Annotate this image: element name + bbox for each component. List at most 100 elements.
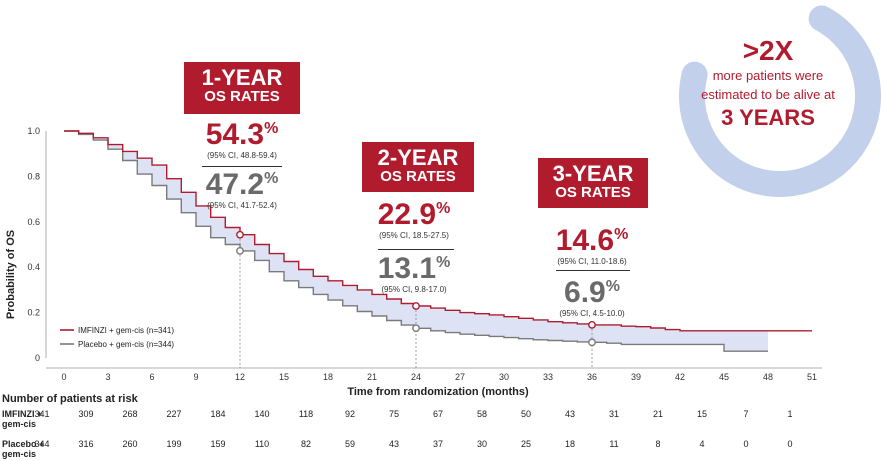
risk-value: 260 [122,439,137,449]
risk-value: 30 [477,439,487,449]
risk-value: 8 [655,439,660,449]
risk-value: 43 [389,439,399,449]
placebo-curve [64,130,768,352]
legend-label: IMFINZI + gem-cis (n=341) [78,326,174,335]
label-3-year: 3-YEAR OS RATES [538,158,648,208]
x-tick-label: 33 [543,372,553,382]
stat-2-year-imfinzi: 22.9% (95% CI, 18.5-27.5) [377,198,451,241]
stat-2-year-placebo: 13.1% (95% CI, 9.8-17.0) [377,252,451,295]
risk-row-label: gem-cis [2,419,36,429]
imfinzi-marker [412,302,420,310]
y-axis-title: Probability of OS [5,230,17,319]
risk-value: 31 [609,409,619,419]
callout-ring [679,0,881,197]
x-tick-label: 0 [61,372,66,382]
stat-1-year-placebo: 47.2% (95% CI, 41.7-52.4) [205,168,279,211]
x-tick-label: 6 [149,372,154,382]
divider-2-year [378,249,454,250]
stat-3-year-imfinzi: 14.6% (95% CI, 11.0-18.6) [555,224,629,267]
x-tick-label: 18 [323,372,333,382]
x-tick-label: 42 [675,372,685,382]
risk-value: 75 [389,409,399,419]
risk-value: 0 [787,439,792,449]
imfinzi-marker [236,230,244,239]
x-axis-title: Time from randomization (months) [347,386,529,398]
y-tick-label: 0.8 [27,171,40,181]
placebo-marker [236,246,244,255]
risk-value: 1 [787,409,792,419]
risk-value: 50 [521,409,531,419]
risk-value: 4 [699,439,704,449]
x-tick-label: 45 [719,372,729,382]
x-tick-label: 12 [235,372,245,382]
callout-line-1: more patients were [712,67,824,83]
risk-value: 309 [78,409,93,419]
callout-highlight: 3 YEARS [721,105,815,131]
risk-value: 37 [433,439,443,449]
risk-value: 199 [166,439,181,449]
risk-value: 268 [122,409,137,419]
rate-markers [236,230,596,347]
x-tick-label: 3 [105,372,110,382]
risk-value: 21 [653,409,663,419]
risk-value: 11 [609,439,618,449]
callout-ring-arc [679,0,881,197]
x-tick-label: 30 [499,372,509,382]
axes: 00.20.40.60.81.00 3 6 9 12 15 18 21 24 27 30 33 36 39… [5,126,822,398]
y-tick-label: 0.4 [27,262,40,272]
risk-value: 92 [345,409,355,419]
imfinzi-marker [588,320,596,329]
divider-1-year [202,166,282,167]
risk-value: 110 [255,439,269,449]
risk-value: 159 [210,439,225,449]
placebo-marker [412,324,420,333]
label-1-year: 1-YEAR OS RATES [184,62,300,114]
placebo-marker [588,338,596,347]
legend-label: Placebo + gem-cis (n=344) [78,340,174,349]
risk-value: 82 [301,439,311,449]
stat-3-year-placebo: 6.9% (95% CI, 4.5-10.0) [559,276,625,319]
risk-row-label: IMFINZI + [2,409,42,419]
guide-lines [239,234,593,368]
risk-value: 18 [565,439,575,449]
risk-value: 25 [521,439,531,449]
risk-value: 0 [743,439,748,449]
y-tick-label: 0.6 [27,217,40,227]
x-tick-label: 9 [193,372,198,382]
risk-row-label: Placebo + [2,439,44,449]
x-tick-label: 21 [367,372,377,382]
callout-line-2: estimated to be alive at [701,86,835,102]
x-tick-label: 27 [455,372,465,382]
x-tick-label: 24 [411,372,421,382]
risk-value: 184 [210,409,225,419]
risk-row-label: gem-cis [2,449,36,459]
y-tick-label: 0.2 [27,308,40,318]
callout-text: >2X more patients were estimated to be a… [678,35,858,133]
risk-value: 316 [78,439,93,449]
callout-headline: >2X [742,35,794,66]
risk-table-title: Number of patients at risk [2,393,139,405]
legend: IMFINZI + gem-cis (n=341) Placebo + gem-c… [60,326,174,349]
risk-value: 118 [299,409,313,419]
risk-value: 58 [477,409,487,419]
risk-value: 59 [345,439,355,449]
x-tick-label: 15 [279,372,289,382]
x-tick-label: 51 [807,372,817,382]
y-tick-label: 0 [35,353,40,363]
x-tick-label: 48 [763,372,773,382]
label-2-year: 2-YEAR OS RATES [362,142,474,192]
risk-value: 341 [34,409,49,419]
y-tick-label: 1.0 [27,126,40,136]
stat-1-year-imfinzi: 54.3% (95% CI, 48.8-59.4) [205,118,279,161]
risk-value: 140 [254,409,269,419]
risk-value: 344 [34,439,49,449]
x-tick-label: 39 [631,372,641,382]
risk-value: 15 [697,409,707,419]
divider-3-year [556,270,630,271]
risk-value: 227 [166,409,181,419]
risk-value: 7 [743,409,748,419]
risk-value: 43 [565,409,575,419]
risk-value: 67 [433,409,443,419]
